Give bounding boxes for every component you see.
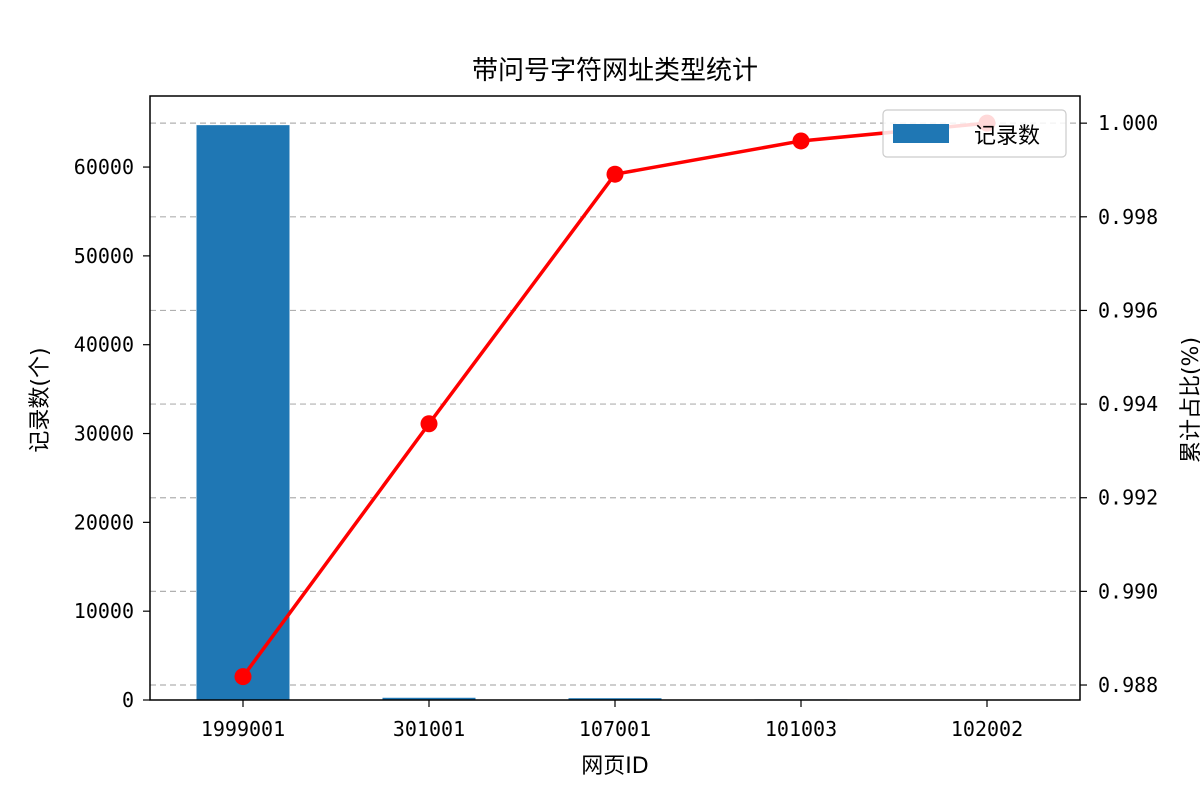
cumulative-line [241, 121, 988, 678]
y-axis-label: 记录数(个) [28, 347, 53, 452]
y-tick-label: 50000 [74, 244, 134, 268]
x-tick-label: 301001 [393, 717, 465, 741]
left-axis: 0 10000 20000 30000 40000 50000 60000 [74, 155, 150, 712]
line-point [420, 415, 438, 433]
right-axis: 0.988 0.990 0.992 0.994 0.996 0.998 1.000 [1080, 111, 1158, 697]
chart-title: 带问号字符网址类型统计 [472, 56, 758, 86]
legend-swatch [893, 124, 949, 143]
y2-tick-label: 0.990 [1098, 579, 1158, 603]
y-tick-label: 40000 [74, 333, 134, 357]
y-tick-label: 20000 [74, 510, 134, 534]
bar [382, 697, 476, 700]
x-axis-label: 网页ID [581, 754, 648, 779]
y2-tick-label: 1.000 [1098, 111, 1158, 135]
bar [568, 698, 662, 700]
y-tick-label: 0 [122, 688, 134, 712]
x-tick-label: 107001 [579, 717, 651, 741]
line-point [234, 668, 252, 686]
legend: 记录数 [882, 109, 1067, 158]
x-axis: 1999001 301001 107001 101003 102002 [201, 700, 1023, 741]
y-tick-label: 60000 [74, 155, 134, 179]
line-point [792, 132, 810, 150]
y2-tick-label: 0.998 [1098, 205, 1158, 229]
y2-tick-label: 0.994 [1098, 392, 1158, 416]
x-tick-label: 1999001 [201, 717, 285, 741]
y2-tick-label: 0.992 [1098, 486, 1158, 510]
y2-axis-label: 累计占比(%) [1179, 337, 1200, 463]
line-series [234, 114, 996, 686]
legend-label: 记录数 [974, 124, 1040, 149]
y2-tick-label: 0.988 [1098, 673, 1158, 697]
bar-series [196, 125, 1034, 701]
x-tick-label: 102002 [951, 717, 1023, 741]
y-tick-label: 30000 [74, 422, 134, 446]
y2-tick-label: 0.996 [1098, 298, 1158, 322]
legend-box [882, 109, 1067, 158]
x-tick-label: 101003 [765, 717, 837, 741]
y-tick-label: 10000 [74, 599, 134, 623]
bar [196, 125, 290, 701]
line-point [606, 165, 624, 183]
